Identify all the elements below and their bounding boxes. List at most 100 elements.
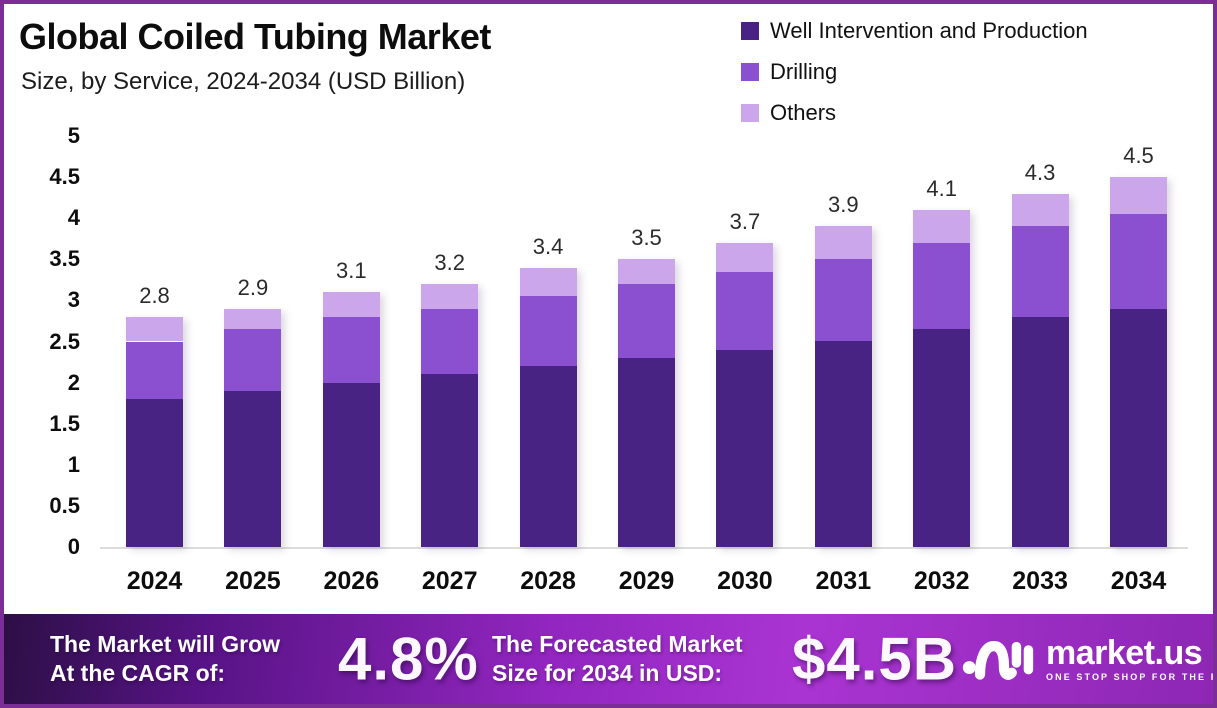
bar-segment-2024-others xyxy=(126,316,183,342)
bar-total-label-2030: 3.7 xyxy=(729,208,761,234)
bar-segment-2031-others xyxy=(814,226,872,260)
bar-segment-2030-well-intervention-and-production xyxy=(716,349,774,547)
bar-2031 xyxy=(814,226,872,547)
page-subtitle: Size, by Service, 2024-2034 (USD Billion… xyxy=(21,68,466,95)
bar-2026 xyxy=(322,292,380,547)
bar-segment-2028-well-intervention-and-production xyxy=(519,366,577,547)
forecast-label-line2: Size for 2034 in USD: xyxy=(492,660,723,686)
legend-item-drilling: Drilling xyxy=(741,59,1088,85)
marketus-logo-icon xyxy=(962,640,1034,680)
bar-total-label-2034: 4.5 xyxy=(1123,143,1154,169)
y-axis-tick-1: 1 xyxy=(67,451,80,477)
bar-segment-2025-well-intervention-and-production xyxy=(224,390,282,547)
bar-2027 xyxy=(421,283,479,547)
forecast-value: $4.5B xyxy=(792,625,958,693)
bar-segment-2029-drilling xyxy=(618,283,675,358)
bar-segment-2029-well-intervention-and-production xyxy=(618,357,675,547)
bar-2034 xyxy=(1110,177,1167,547)
x-axis-label-2031: 2031 xyxy=(815,567,872,595)
bar-segment-2025-others xyxy=(224,308,282,330)
y-axis-tick-2.5: 2.5 xyxy=(49,328,80,354)
legend-swatch-others-icon xyxy=(741,104,759,122)
bar-2030 xyxy=(716,242,774,547)
bar-2033 xyxy=(1011,193,1069,547)
legend-swatch-drilling-icon xyxy=(741,63,759,81)
bar-segment-2034-well-intervention-and-production xyxy=(1110,308,1167,547)
y-axis-tick-3: 3 xyxy=(67,287,80,313)
brand-tagline: ONE STOP SHOP FOR THE REPORTS xyxy=(1046,671,1213,682)
legend-item-well-intervention: Well Intervention and Production xyxy=(741,18,1088,44)
chart-legend: Well Intervention and Production Drillin… xyxy=(741,18,1088,141)
bar-segment-2027-others xyxy=(421,283,479,309)
bar-2028 xyxy=(519,267,577,547)
legend-item-others: Others xyxy=(741,100,1088,126)
legend-label: Others xyxy=(770,100,837,125)
bar-total-label-2024: 2.8 xyxy=(139,282,170,308)
cagr-label-line2: At the CAGR of: xyxy=(50,660,226,686)
bar-segment-2033-drilling xyxy=(1011,226,1069,317)
bar-2024 xyxy=(126,316,183,547)
bar-segment-2024-drilling xyxy=(126,341,183,400)
bar-2032 xyxy=(913,209,971,547)
bar-total-label-2026: 3.1 xyxy=(336,258,367,284)
y-axis-tick-0: 0 xyxy=(67,534,80,559)
bar-segment-2033-well-intervention-and-production xyxy=(1011,316,1069,547)
bar-segment-2034-drilling xyxy=(1110,214,1167,309)
bar-segment-2032-others xyxy=(913,209,971,243)
bar-segment-2024-well-intervention-and-production xyxy=(126,399,183,547)
bar-segment-2027-drilling xyxy=(421,308,479,375)
x-axis-label-2025: 2025 xyxy=(225,567,281,595)
footer-banner: The Market will Grow At the CAGR of: 4.8… xyxy=(4,614,1213,704)
cagr-value: 4.8% xyxy=(338,625,479,693)
bar-segment-2028-drilling xyxy=(519,296,577,367)
x-axis-label-2029: 2029 xyxy=(618,567,675,595)
bar-2025 xyxy=(224,308,282,547)
bar-segment-2030-drilling xyxy=(716,271,774,350)
bar-total-label-2027: 3.2 xyxy=(434,249,465,275)
y-axis-tick-3.5: 3.5 xyxy=(49,246,80,272)
bar-segment-2034-others xyxy=(1110,177,1167,215)
bar-2029 xyxy=(618,259,675,547)
bar-segment-2031-drilling xyxy=(814,259,872,342)
x-axis-label-2028: 2028 xyxy=(520,567,576,595)
bar-segment-2027-well-intervention-and-production xyxy=(421,374,479,547)
bar-segment-2032-well-intervention-and-production xyxy=(913,329,971,547)
bar-segment-2031-well-intervention-and-production xyxy=(814,341,872,547)
y-axis-tick-4.5: 4.5 xyxy=(49,164,80,190)
x-axis-baseline xyxy=(100,547,1188,549)
brand-name: market.us xyxy=(1046,633,1203,672)
x-axis-label-2027: 2027 xyxy=(421,567,478,595)
legend-swatch-well-intervention-icon xyxy=(741,22,759,40)
bar-total-label-2031: 3.9 xyxy=(828,192,859,218)
y-axis-tick-2: 2 xyxy=(67,369,80,395)
bar-total-label-2033: 4.3 xyxy=(1024,159,1056,185)
cagr-label-line1: The Market will Grow xyxy=(50,631,281,657)
legend-label: Drilling xyxy=(770,59,838,84)
x-axis-label-2032: 2032 xyxy=(913,567,970,595)
y-axis-tick-5: 5 xyxy=(67,123,80,148)
bar-segment-2026-others xyxy=(322,292,380,317)
brand-text: market.us ONE STOP SHOP FOR THE REPORTS xyxy=(1046,633,1213,682)
bar-segment-2026-well-intervention-and-production xyxy=(322,382,380,547)
bar-segment-2029-others xyxy=(618,259,675,284)
bar-segment-2032-drilling xyxy=(913,242,971,330)
x-axis-label-2034: 2034 xyxy=(1110,567,1167,595)
bar-total-label-2029: 3.5 xyxy=(631,225,662,251)
bar-total-label-2032: 4.1 xyxy=(926,175,957,201)
forecast-label-line1: The Forecasted Market xyxy=(492,631,743,657)
y-axis-tick-1.5: 1.5 xyxy=(49,410,80,436)
x-axis-label-2030: 2030 xyxy=(717,567,773,595)
bar-total-label-2028: 3.4 xyxy=(532,233,564,259)
bar-segment-2025-drilling xyxy=(224,329,282,391)
page-title: Global Coiled Tubing Market xyxy=(19,16,491,57)
cagr-label: The Market will Grow At the CAGR of: xyxy=(50,630,280,688)
x-axis-label-2033: 2033 xyxy=(1012,567,1068,595)
legend-label: Well Intervention and Production xyxy=(770,18,1088,43)
bar-total-label-2025: 2.9 xyxy=(237,274,269,300)
x-axis-label-2026: 2026 xyxy=(323,567,380,595)
y-axis-tick-0.5: 0.5 xyxy=(49,492,80,518)
brand-logo: market.us ONE STOP SHOP FOR THE REPORTS xyxy=(962,630,1213,688)
y-axis-tick-4: 4 xyxy=(67,205,80,231)
bar-segment-2030-others xyxy=(716,242,774,272)
